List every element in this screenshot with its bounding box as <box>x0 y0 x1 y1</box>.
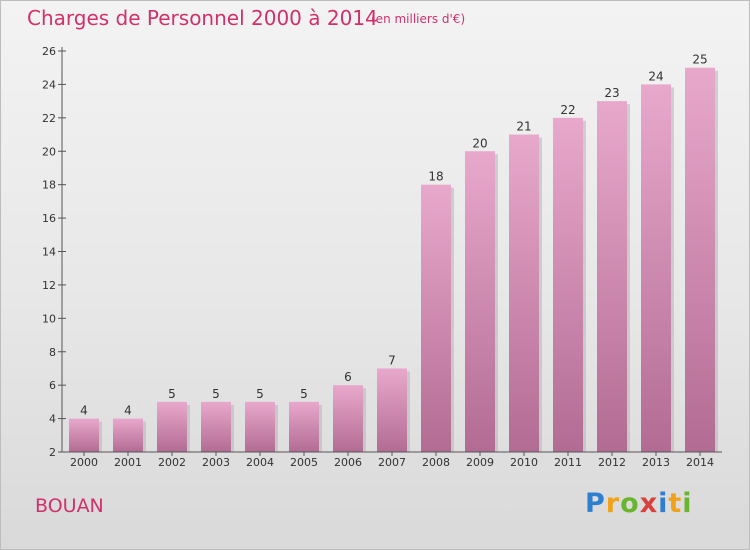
y-tick-label-4: 4 <box>49 413 56 426</box>
data-label-2009: 20 <box>472 136 487 150</box>
logo-letter: P <box>585 488 606 519</box>
y-tick-label-18: 18 <box>42 179 56 192</box>
bar-2014 <box>685 67 715 452</box>
y-tick-label-24: 24 <box>42 78 56 91</box>
data-label-2005: 5 <box>300 387 308 401</box>
data-label-2007: 7 <box>388 353 396 367</box>
x-tick-label-2004: 2004 <box>246 456 274 469</box>
bar-2003 <box>201 401 231 452</box>
data-label-2002: 5 <box>168 387 176 401</box>
y-tick-label-12: 12 <box>42 279 56 292</box>
data-label-2006: 6 <box>344 370 352 384</box>
y-tick-label-6: 6 <box>49 379 56 392</box>
y-tick-label-14: 14 <box>42 246 56 259</box>
data-label-2014: 25 <box>692 53 707 67</box>
bar-2002 <box>157 401 187 452</box>
x-tick-label-2001: 2001 <box>114 456 142 469</box>
bar-2001 <box>113 418 143 452</box>
logo-letter: x <box>639 488 659 519</box>
axis-layer: 2000 2001 2002 2003 2004 2005 2006 2007 2008 2009… <box>42 45 722 469</box>
logo-letter: i <box>658 488 669 519</box>
x-tick-label-2005: 2005 <box>290 456 318 469</box>
bar-2007 <box>377 368 407 452</box>
x-tick-label-2006: 2006 <box>334 456 362 469</box>
data-label-2013: 24 <box>648 69 663 83</box>
bar-2012 <box>597 101 627 452</box>
data-label-2012: 23 <box>604 86 619 100</box>
data-label-2004: 5 <box>256 387 264 401</box>
logo-letter: i <box>682 488 693 519</box>
bar-2011 <box>553 117 583 452</box>
logo-letter: t <box>668 488 683 519</box>
data-label-2001: 4 <box>124 404 132 418</box>
chart-subtitle: (en milliers d'€) <box>371 12 466 26</box>
data-label-2008: 18 <box>428 170 443 184</box>
data-label-2010: 21 <box>516 120 531 134</box>
bar-2000 <box>69 418 99 452</box>
y-tick-label-26: 26 <box>42 45 56 58</box>
y-tick-label-22: 22 <box>42 112 56 125</box>
bar-2010 <box>509 134 539 452</box>
data-label-2000: 4 <box>80 404 88 418</box>
x-tick-label-2011: 2011 <box>554 456 582 469</box>
y-tick-label-16: 16 <box>42 212 56 225</box>
y-tick-label-10: 10 <box>42 312 56 325</box>
bar-2004 <box>245 401 275 452</box>
chart-title: Charges de Personnel 2000 à 2014 <box>27 6 378 30</box>
logo-letter: o <box>620 488 640 519</box>
bars-layer: 4 4 5 5 5 5 6 7 18 20 21 22 23 24 25 <box>69 53 718 453</box>
x-tick-label-2014: 2014 <box>686 456 714 469</box>
x-tick-label-2010: 2010 <box>510 456 538 469</box>
x-tick-label-2007: 2007 <box>378 456 406 469</box>
bar-2013 <box>641 84 671 453</box>
y-tick-label-8: 8 <box>49 346 56 359</box>
place-name: BOUAN <box>35 495 104 517</box>
proxiti-logo: Proxiti <box>585 488 693 519</box>
logo-letter: r <box>605 488 621 519</box>
y-tick-label-2: 2 <box>49 446 56 459</box>
x-tick-label-2013: 2013 <box>642 456 670 469</box>
x-tick-label-2012: 2012 <box>598 456 626 469</box>
bar-2006 <box>333 385 363 452</box>
x-tick-label-2003: 2003 <box>202 456 230 469</box>
bar-2008 <box>421 184 451 452</box>
x-tick-label-2000: 2000 <box>70 456 98 469</box>
x-tick-label-2008: 2008 <box>422 456 450 469</box>
data-label-2003: 5 <box>212 387 220 401</box>
y-tick-label-20: 20 <box>42 145 56 158</box>
bar-2005 <box>289 401 319 452</box>
x-tick-label-2009: 2009 <box>466 456 494 469</box>
data-label-2011: 22 <box>560 103 575 117</box>
bar-2009 <box>465 151 495 452</box>
x-tick-label-2002: 2002 <box>158 456 186 469</box>
